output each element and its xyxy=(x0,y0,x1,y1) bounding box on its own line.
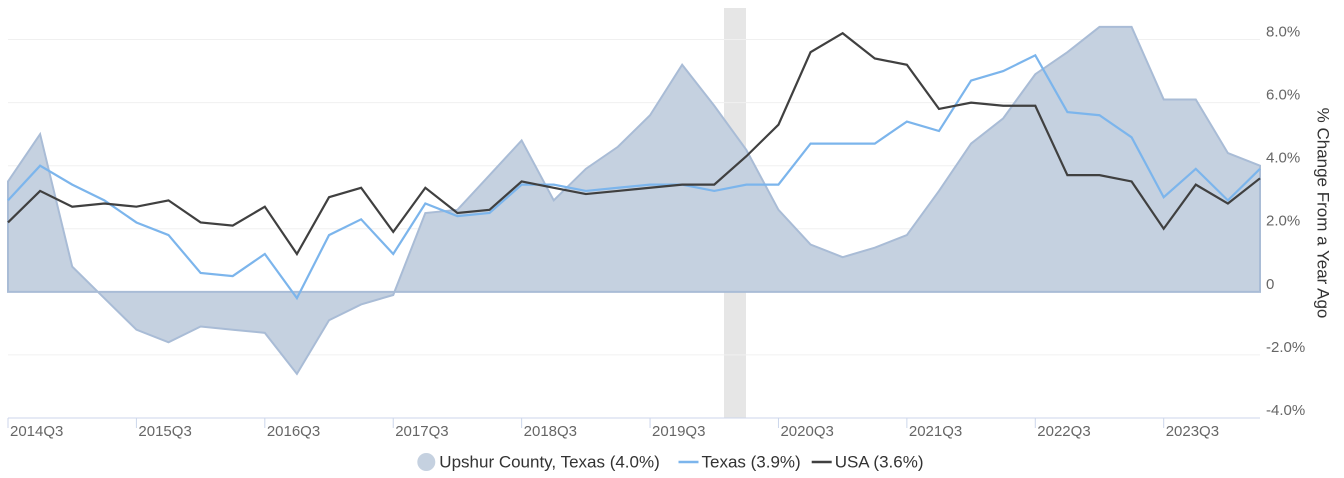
legend-label: Upshur County, Texas (4.0%) xyxy=(439,452,659,471)
legend-label: USA (3.6%) xyxy=(835,452,924,471)
x-tick-label: 2017Q3 xyxy=(395,423,448,440)
x-tick-label: 2021Q3 xyxy=(909,423,962,440)
y-tick-label: 2.0% xyxy=(1266,213,1300,230)
y-tick-label: 8.0% xyxy=(1266,24,1300,41)
x-tick-label: 2018Q3 xyxy=(524,423,577,440)
x-tick-label: 2016Q3 xyxy=(267,423,320,440)
x-tick-label: 2023Q3 xyxy=(1166,423,1219,440)
x-tick-label: 2022Q3 xyxy=(1037,423,1090,440)
y-axis-title: % Change From a Year Ago xyxy=(1314,108,1333,319)
line xyxy=(7,53,1261,301)
x-tick-label: 2014Q3 xyxy=(10,423,63,440)
legend-marker xyxy=(417,453,436,471)
x-tick-label: 2020Q3 xyxy=(780,423,833,440)
x-tick-label: 2015Q3 xyxy=(138,423,191,440)
y-tick-label: 4.0% xyxy=(1266,150,1300,167)
y-tick-label: -4.0% xyxy=(1266,402,1305,419)
y-tick-label: -2.0% xyxy=(1266,339,1305,356)
area xyxy=(7,25,1261,376)
y-tick-label: 0 xyxy=(1266,276,1274,293)
y-tick-label: 6.0% xyxy=(1266,87,1300,104)
x-tick-label: 2019Q3 xyxy=(652,423,705,440)
legend-label: Texas (3.9%) xyxy=(702,452,801,471)
line xyxy=(7,31,1261,257)
